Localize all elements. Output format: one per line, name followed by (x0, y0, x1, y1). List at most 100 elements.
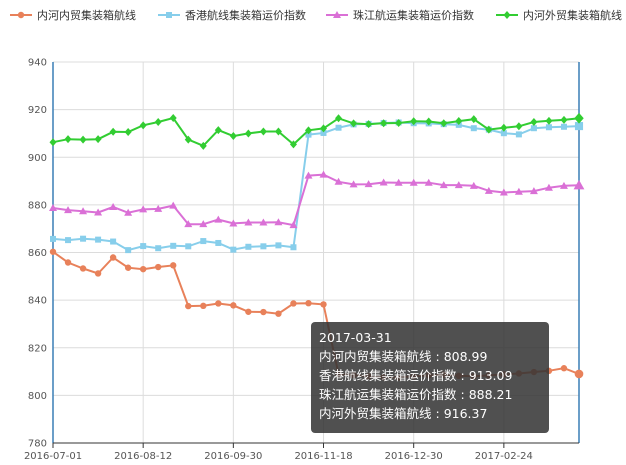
data-point (289, 221, 298, 229)
legend-marker (333, 11, 341, 18)
legend-item-label: 香港航线集装箱运价指数 (185, 8, 306, 22)
data-point (80, 235, 87, 242)
data-point (245, 243, 252, 250)
data-point (65, 237, 72, 244)
data-point (574, 369, 584, 379)
data-point (470, 125, 477, 132)
data-point (365, 120, 373, 129)
tooltip-row-label: 香港航线集装箱运价指数 (319, 368, 457, 383)
data-point (500, 130, 507, 137)
data-point (64, 206, 73, 214)
data-point (230, 302, 237, 309)
data-point (199, 141, 207, 150)
data-point (275, 242, 282, 249)
data-point (49, 203, 57, 211)
data-point (304, 171, 313, 179)
data-point (229, 219, 238, 227)
tooltip-row-label: 内河内贸集装箱航线 (319, 349, 432, 364)
x-tick-label: 2016-08-12 (114, 451, 172, 462)
tooltip-row: 内河外贸集装箱航线 : 916.37 (319, 406, 488, 421)
data-point (440, 119, 448, 128)
data-point (349, 180, 358, 188)
chart-legend[interactable]: 内河内贸集装箱航线 香港航线集装箱运价指数 珠江航运集装箱运价指数 内河外贸集装箱航线 (10, 8, 622, 22)
data-point (439, 181, 448, 189)
data-point (154, 118, 162, 127)
data-point (109, 203, 118, 211)
data-point (64, 135, 72, 144)
tooltip-row-value: 888.21 (468, 387, 513, 402)
data-point (530, 125, 537, 132)
data-point (499, 188, 508, 196)
series-line (52, 173, 580, 227)
data-point (109, 254, 117, 261)
data-point (515, 131, 522, 138)
legend-marker (17, 11, 25, 19)
data-point (320, 301, 327, 308)
data-point (155, 245, 162, 252)
chart-axes: 780 800 820 840 860 880 900 920 940 2016-07-01 201… (24, 58, 580, 462)
data-point (515, 122, 523, 131)
chart-tooltip: 2017-03-31 内河内贸集装箱航线 : 808.99 香港航线集装箱运价指… (311, 322, 549, 433)
y-tick-label: 940 (28, 58, 47, 69)
data-point (560, 115, 568, 124)
data-point (484, 186, 493, 194)
data-point (79, 207, 88, 215)
chart-series (49, 112, 585, 381)
data-point (364, 180, 373, 188)
data-point (140, 243, 147, 250)
data-point (335, 124, 342, 131)
data-point (245, 308, 252, 315)
data-point (64, 259, 72, 266)
data-point (170, 262, 177, 269)
data-point (274, 218, 283, 226)
tooltip-row: 珠江航运集装箱运价指数 : 888.21 (319, 387, 513, 402)
data-point (470, 115, 478, 124)
data-point (454, 181, 463, 189)
data-point (485, 125, 493, 134)
data-point (124, 208, 133, 216)
data-point (229, 132, 237, 141)
x-tick-label: 2017-02-24 (475, 451, 533, 462)
data-point (124, 128, 132, 137)
data-point (573, 179, 585, 190)
tooltip-row-value: 913.09 (468, 368, 513, 383)
data-point (274, 127, 282, 136)
y-tick-label: 920 (28, 105, 47, 116)
data-point (215, 300, 222, 307)
data-point (424, 178, 433, 186)
data-point (94, 135, 102, 144)
data-point (514, 187, 523, 195)
tooltip-row-label: 珠江航运集装箱运价指数 (319, 387, 457, 402)
data-point (320, 129, 327, 136)
series-line (52, 121, 580, 252)
data-point (334, 177, 343, 185)
data-point (380, 119, 388, 128)
tooltip-row: 内河内贸集装箱航线 : 808.99 (319, 349, 488, 364)
data-point (545, 116, 553, 125)
data-point (154, 204, 163, 212)
y-tick-label: 840 (28, 296, 47, 307)
data-point (260, 308, 267, 316)
data-point (184, 135, 192, 144)
data-point (214, 215, 223, 223)
legend-marker (166, 12, 172, 18)
data-point (230, 246, 237, 253)
data-point (199, 220, 208, 228)
data-point (49, 138, 57, 147)
y-tick-label: 880 (28, 200, 47, 211)
data-point (319, 170, 328, 178)
data-point (94, 208, 103, 216)
data-point (184, 220, 193, 228)
tooltip-row-value: 916.37 (443, 406, 488, 421)
data-point (49, 248, 57, 255)
data-point (304, 126, 312, 135)
data-point (455, 117, 463, 126)
data-point (335, 114, 343, 123)
data-point (109, 127, 117, 136)
data-point (170, 242, 177, 249)
data-point (110, 238, 117, 245)
data-point (290, 244, 297, 251)
data-point (259, 218, 268, 226)
data-point (244, 129, 252, 138)
